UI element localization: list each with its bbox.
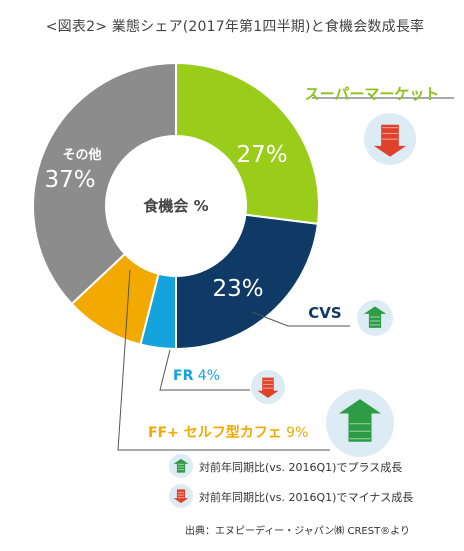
trend-up-icon-ff [326,389,394,457]
category-label-fr: FR 4% [173,368,220,384]
source-note: 出典：エヌピーディー・ジャパン㈱ CREST®より [185,526,410,537]
category-label-cvs: CVS [308,304,341,322]
trend-down-icon-slice-0 [364,113,416,165]
legend-up-icon [169,454,193,478]
category-label-slice-0: スーパーマーケット [305,85,440,103]
value-label-fr: 4% [193,368,220,384]
leader-line-cvs [251,311,350,327]
value-label-cvs: 23% [212,276,263,302]
slice-slice-4 [32,61,177,306]
slice-cvs [175,213,319,351]
value-label-slice-4: 37% [44,167,95,193]
leader-line-ff [117,269,330,451]
trend-up-icon-cvs [357,300,393,336]
figure-title: <図表2> 業態シェア(2017年第1四半期)と食機会数成長率 [45,19,425,35]
legend-down-icon [169,484,193,508]
trend-down-icon-fr [251,370,285,404]
slice-slice-0 [175,61,320,226]
center-label: 食機会 % [143,197,208,215]
legend-text-up: 対前年同期比(vs. 2016Q1)でプラス成長 [199,460,402,474]
legend-text-down: 対前年同期比(vs. 2016Q1)でマイナス成長 [199,490,413,504]
value-label-slice-0: 27% [236,142,287,168]
category-label-ff: FF+ セルフ型カフェ 9% [148,424,308,441]
value-label-ff: 9% [282,425,309,441]
category-label-slice-4: その他 [62,147,101,163]
leader-line-fr [159,349,250,391]
